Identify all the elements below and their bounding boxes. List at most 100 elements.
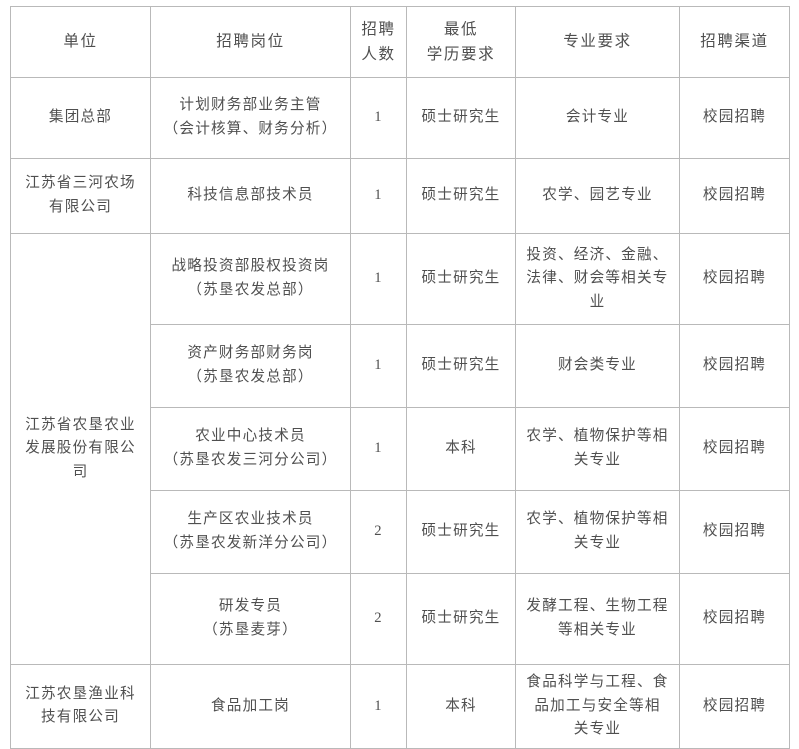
cell-channel: 校园招聘 — [679, 158, 790, 234]
column-header-unit: 单位 — [10, 6, 151, 78]
cell-count: 2 — [350, 573, 407, 665]
cell-channel: 校园招聘 — [679, 324, 790, 408]
major-line: 关专业 — [573, 452, 622, 468]
unit-line: 集团总部 — [48, 109, 113, 126]
cell-channel: 校园招聘 — [679, 77, 790, 159]
cell-degree: 硕士研究生 — [406, 490, 516, 574]
cell-degree: 硕士研究生 — [406, 233, 516, 325]
cell-post: 农业中心技术员 （苏垦农发三河分公司） — [150, 407, 351, 491]
table-row: 江苏农垦渔业科 技有限公司 食品加工岗 1 本科 食品科学与工程、食 品加工与安… — [10, 664, 790, 749]
major-line: 发酵工程、生物工程 — [526, 598, 669, 615]
post-line: （苏垦农发三河分公司） — [163, 452, 338, 468]
column-header-count-line2: 人数 — [361, 46, 396, 63]
cell-post: 资产财务部财务岗 （苏垦农发总部） — [150, 324, 351, 408]
major-line: 等相关专业 — [558, 622, 637, 638]
table-row: 农业中心技术员 （苏垦农发三河分公司） 1 本科 农学、植物保护等相 关专业 校… — [11, 407, 790, 491]
cell-major: 农学、园艺专业 — [515, 158, 680, 234]
cell-count: 1 — [350, 664, 407, 749]
major-line: 会计专业 — [565, 109, 630, 126]
cell-channel: 校园招聘 — [679, 233, 790, 325]
column-header-degree-line2: 学历要求 — [426, 46, 496, 63]
major-line: 法律、财会等相关专 — [526, 270, 669, 287]
major-line: 关专业 — [573, 535, 622, 551]
post-line: （苏垦麦芽） — [203, 622, 298, 638]
cell-channel: 校园招聘 — [679, 490, 790, 574]
major-line: 品加工与安全等相 — [534, 697, 661, 714]
major-line: 农学、植物保护等相 — [526, 428, 669, 445]
post-line: （苏垦农发新洋分公司） — [163, 535, 338, 551]
cell-post: 科技信息部技术员 — [150, 158, 351, 234]
cell-count: 1 — [350, 158, 407, 234]
table-header: 单位 招聘岗位 招聘 人数 最低 学历要求 专业要求 招聘渠道 — [10, 6, 790, 78]
cell-major: 发酵工程、生物工程 等相关专业 — [515, 573, 680, 665]
major-line: 关专业 — [573, 721, 622, 738]
recruitment-table: 单位 招聘岗位 招聘 人数 最低 学历要求 专业要求 招聘渠道 集团总部 — [10, 6, 790, 749]
post-line: （会计核算、财务分析） — [163, 121, 338, 137]
column-header-degree-line1: 最低 — [443, 20, 479, 38]
cell-major: 农学、植物保护等相 关专业 — [515, 490, 680, 574]
post-line: 战略投资部股权投资岗 — [171, 258, 330, 275]
unit-line: 江苏省三河农场 — [25, 175, 136, 192]
table-body: 集团总部 计划财务部业务主管 （会计核算、财务分析） 1 硕士研究生 会计专业 … — [10, 77, 790, 749]
major-line: 食品科学与工程、食 — [526, 674, 669, 690]
unit-line: 江苏农垦渔业科 — [25, 685, 136, 702]
cell-degree: 本科 — [406, 664, 516, 749]
column-header-count: 招聘 人数 — [350, 6, 407, 78]
cell-major: 农学、植物保护等相 关专业 — [515, 407, 680, 491]
post-line: 计划财务部业务主管 — [179, 97, 322, 114]
post-line: （苏垦农发总部） — [187, 282, 314, 298]
unit-line: 司 — [72, 463, 89, 480]
page-root: 单位 招聘岗位 招聘 人数 最低 学历要求 专业要求 招聘渠道 集团总部 — [10, 6, 790, 749]
cell-unit: 集团总部 — [10, 77, 151, 159]
column-header-post: 招聘岗位 — [150, 6, 351, 78]
column-header-channel: 招聘渠道 — [679, 6, 790, 78]
cell-degree: 硕士研究生 — [406, 77, 516, 159]
cell-degree: 硕士研究生 — [406, 158, 516, 234]
cell-degree: 本科 — [406, 407, 516, 491]
major-line: 业 — [589, 293, 606, 310]
table-row: 研发专员 （苏垦麦芽） 2 硕士研究生 发酵工程、生物工程 等相关专业 校园招聘 — [11, 573, 790, 665]
table-row: 生产区农业技术员 （苏垦农发新洋分公司） 2 硕士研究生 农学、植物保护等相 关… — [11, 490, 790, 574]
table-row: 集团总部 计划财务部业务主管 （会计核算、财务分析） 1 硕士研究生 会计专业 … — [10, 77, 790, 159]
cell-degree: 硕士研究生 — [406, 573, 516, 665]
cell-count: 2 — [350, 490, 407, 574]
cell-post: 生产区农业技术员 （苏垦农发新洋分公司） — [150, 490, 351, 574]
cell-count: 1 — [350, 407, 407, 491]
column-header-degree: 最低 学历要求 — [406, 6, 516, 78]
unit-line: 江苏省农垦农业 — [25, 416, 136, 433]
table-row: 江苏省三河农场 有限公司 科技信息部技术员 1 硕士研究生 农学、园艺专业 校园… — [10, 158, 790, 234]
cell-count: 1 — [350, 324, 407, 408]
column-header-count-line1: 招聘 — [361, 20, 396, 38]
cell-major: 财会类专业 — [515, 324, 680, 408]
post-line: 研发专员 — [218, 598, 283, 615]
cell-count: 1 — [350, 77, 407, 159]
cell-channel: 校园招聘 — [679, 407, 790, 491]
cell-unit-merged: 江苏省农垦农业 发展股份有限公 司 — [10, 233, 151, 665]
major-line: 投资、经济、金融、 — [526, 246, 669, 263]
unit-line: 发展股份有限公 — [25, 440, 136, 457]
major-line: 农学、园艺专业 — [542, 187, 653, 204]
cell-channel: 校园招聘 — [679, 573, 790, 665]
cell-post: 食品加工岗 — [150, 664, 351, 749]
cell-channel: 校园招聘 — [679, 664, 790, 749]
post-line: 食品加工岗 — [211, 697, 290, 714]
table-header-row: 单位 招聘岗位 招聘 人数 最低 学历要求 专业要求 招聘渠道 — [10, 6, 790, 78]
major-line: 财会类专业 — [558, 357, 637, 374]
cell-major: 食品科学与工程、食 品加工与安全等相 关专业 — [515, 664, 680, 749]
column-header-major: 专业要求 — [515, 6, 680, 78]
cell-post: 计划财务部业务主管 （会计核算、财务分析） — [150, 77, 351, 159]
cell-unit: 江苏农垦渔业科 技有限公司 — [10, 664, 151, 749]
cell-post: 战略投资部股权投资岗 （苏垦农发总部） — [150, 233, 351, 325]
table-row: 资产财务部财务岗 （苏垦农发总部） 1 硕士研究生 财会类专业 校园招聘 — [11, 324, 790, 408]
cell-count: 1 — [350, 233, 407, 325]
cell-post: 研发专员 （苏垦麦芽） — [150, 573, 351, 665]
cell-unit: 江苏省三河农场 有限公司 — [10, 158, 151, 234]
unit-line: 有限公司 — [48, 199, 113, 215]
cell-degree: 硕士研究生 — [406, 324, 516, 408]
cell-major: 会计专业 — [515, 77, 680, 159]
post-line: （苏垦农发总部） — [187, 369, 314, 385]
post-line: 农业中心技术员 — [195, 428, 306, 445]
major-line: 农学、植物保护等相 — [526, 511, 669, 528]
table-row: 江苏省农垦农业 发展股份有限公 司 战略投资部股权投资岗 （苏垦农发总部） 1 … — [10, 233, 790, 665]
post-line: 生产区农业技术员 — [187, 511, 314, 528]
